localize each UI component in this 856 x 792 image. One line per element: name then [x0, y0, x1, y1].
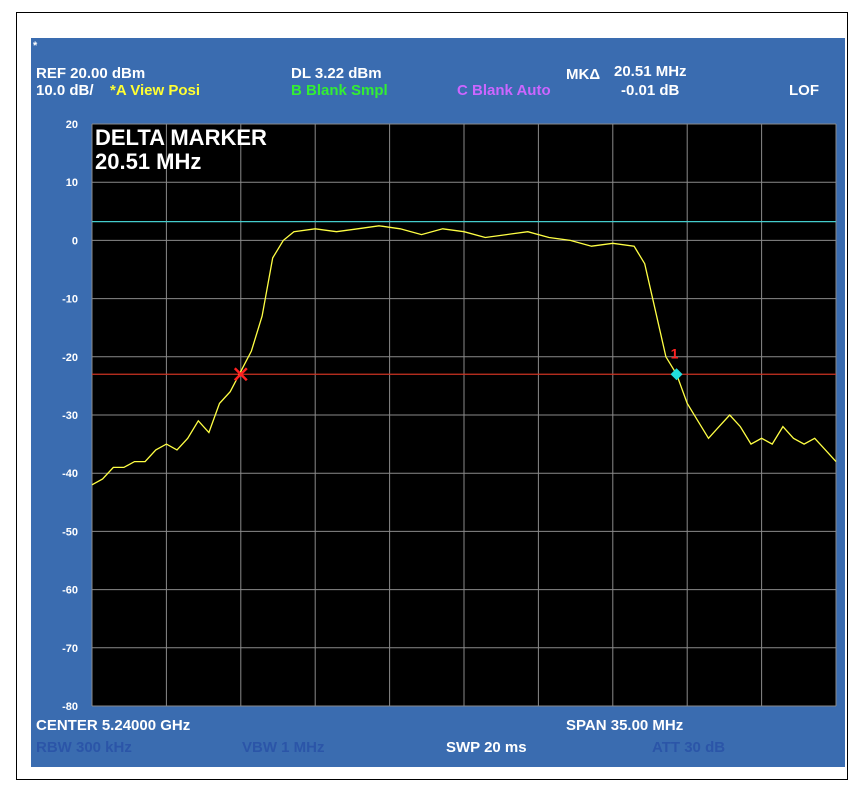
y-tick-label: -10 [62, 294, 78, 306]
marker-delta-label: MKΔ [566, 66, 601, 83]
y-tick-label: -30 [62, 410, 78, 422]
y-tick-label: -80 [62, 701, 78, 713]
delta-marker [670, 368, 683, 381]
center-frequency: CENTER 5.24000 GHz [36, 717, 191, 734]
delta-marker-label: 1 [671, 345, 679, 361]
trace-a-status: *A View Posi [110, 82, 201, 99]
marker-delta-amp: -0.01 dB [621, 82, 680, 99]
span: SPAN 35.00 MHz [566, 717, 684, 734]
y-tick-label: -70 [62, 643, 78, 655]
reference-marker-x [233, 367, 248, 382]
status-star: * [33, 40, 38, 52]
y-tick-label: -50 [62, 526, 78, 538]
ref-level: REF 20.00 dBm [36, 65, 146, 82]
vbw: VBW 1 MHz [242, 739, 325, 756]
trace-b-status: B Blank Smpl [291, 82, 388, 99]
y-tick-label: 10 [66, 177, 78, 189]
trace-a [91, 225, 837, 486]
scale-per-div: 10.0 dB/ [36, 82, 94, 99]
y-tick-label: -20 [62, 352, 78, 364]
sweep-time: SWP 20 ms [446, 739, 527, 756]
y-tick-label: -40 [62, 468, 78, 480]
annotation-value: 20.51 MHz [95, 149, 202, 174]
y-tick-label: 0 [72, 235, 78, 247]
annotation-title: DELTA MARKER [95, 125, 267, 150]
y-tick-label: 20 [66, 119, 78, 131]
trace-c-status: C Blank Auto [457, 82, 551, 99]
attenuation: ATT 30 dB [652, 739, 726, 756]
y-tick-label: -60 [62, 585, 78, 597]
display-line-level: DL 3.22 dBm [291, 65, 382, 82]
marker-delta-freq: 20.51 MHz [614, 63, 687, 80]
lof-indicator: LOF [789, 82, 819, 99]
rbw: RBW 300 kHz [36, 739, 132, 756]
